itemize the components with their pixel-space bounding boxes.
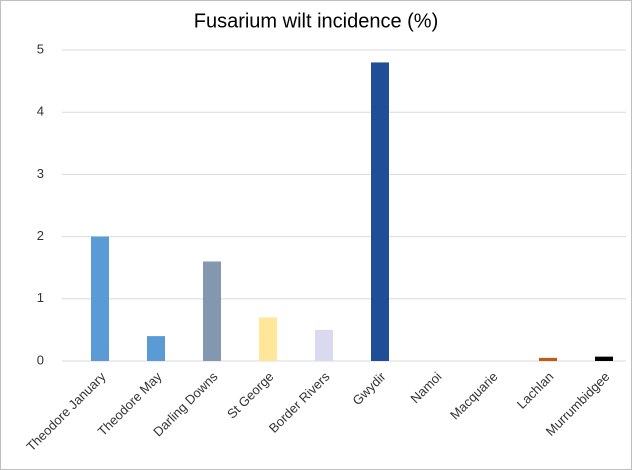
bar bbox=[539, 357, 557, 361]
y-tick-label: 0 bbox=[37, 352, 44, 367]
bar bbox=[595, 356, 613, 361]
bar bbox=[91, 236, 109, 361]
y-tick-label: 1 bbox=[37, 290, 44, 305]
y-tick-label: 2 bbox=[37, 228, 44, 243]
y-tick-label: 5 bbox=[37, 41, 44, 56]
y-tick-label: 4 bbox=[37, 104, 44, 119]
bar bbox=[371, 62, 389, 361]
chart-title: Fusarium wilt incidence (%) bbox=[194, 10, 439, 32]
bar bbox=[259, 317, 277, 361]
y-tick-label: 3 bbox=[37, 166, 44, 181]
bar bbox=[203, 261, 221, 361]
bar bbox=[147, 336, 165, 361]
bar bbox=[315, 329, 333, 361]
